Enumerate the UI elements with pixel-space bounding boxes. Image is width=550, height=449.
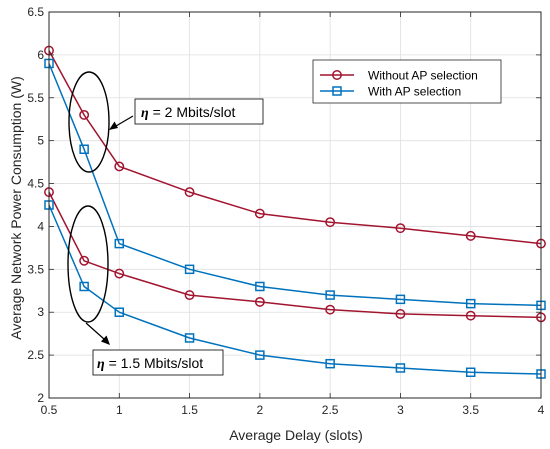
legend-box [312, 59, 502, 104]
data-point-circle [395, 223, 406, 234]
x-tick-label: 0.5 [41, 403, 58, 417]
ellipse-eta-1-5 [67, 205, 109, 323]
y-tick-label: 5 [37, 134, 44, 148]
x-tick-label: 2 [257, 403, 264, 417]
series-line [48, 50, 542, 245]
eta-value-2: = 2 Mbits/slot [149, 104, 236, 120]
data-point-circle [254, 296, 265, 307]
data-point-square [114, 307, 125, 317]
legend-marker-circle [332, 70, 342, 80]
annotation-eta-2: η = 2 Mbits/slot [68, 71, 264, 173]
annotation-box-eta-2 [134, 98, 264, 125]
series-line [48, 63, 542, 307]
legend: Without AP selection With AP selection [312, 59, 502, 104]
series-line [48, 191, 542, 319]
x-tick-label: 1.5 [181, 403, 198, 417]
data-point-square [184, 333, 195, 343]
legend-label-with-ap: With AP selection [368, 85, 461, 99]
eta-value-1-5: = 1.5 Mbits/slot [105, 355, 204, 371]
annotation-text-eta-2: η = 2 Mbits/slot [141, 104, 236, 121]
eta-symbol-1-5: η [97, 357, 105, 372]
data-point-square [465, 367, 476, 378]
annotation-text-eta-1-5: η = 1.5 Mbits/slot [97, 355, 203, 372]
arrow-eta-2-shaft [115, 115, 134, 127]
legend-label-without-ap: Without AP selection [368, 69, 478, 83]
data-point-square [114, 238, 125, 249]
y-axis-label: Average Network Power Consumption (W) [8, 76, 24, 340]
data-point-circle [184, 187, 195, 198]
y-tick-label: 6 [37, 48, 44, 62]
data-point-circle [325, 217, 336, 228]
data-point-circle [79, 255, 90, 266]
series-line [48, 204, 542, 375]
arrow-eta-1-5-shaft [85, 322, 105, 340]
x-tick-label: 3 [397, 403, 404, 417]
x-tick-label: 4 [538, 403, 545, 417]
y-tick-label: 5.5 [27, 91, 44, 105]
y-tick-label: 6.5 [27, 5, 44, 19]
eta-symbol-2: η [141, 106, 149, 121]
x-axis-label: Average Delay (slots) [229, 427, 363, 443]
x-tick-label: 3.5 [462, 403, 479, 417]
data-point-circle [465, 310, 476, 321]
data-point-circle [254, 208, 265, 219]
data-point-square [465, 298, 476, 309]
data-point-square [325, 290, 335, 300]
plot-frame [48, 11, 542, 399]
data-point-square [325, 358, 335, 369]
annotation-box-eta-1-5 [92, 349, 224, 376]
data-point-square [255, 350, 265, 360]
arrow-eta-1-5-head [101, 335, 110, 345]
legend-marker-square [332, 86, 342, 96]
y-tick-label: 3.5 [27, 262, 44, 276]
data-point-square [79, 144, 89, 154]
y-tick-label: 2 [37, 391, 44, 405]
data-point-circle [114, 161, 125, 172]
arrow-eta-2-head [109, 121, 118, 130]
data-point-circle [325, 304, 336, 315]
data-point-circle [395, 308, 406, 319]
x-tick-label: 2.5 [322, 403, 339, 417]
ellipse-eta-2 [68, 71, 110, 173]
y-tick-label: 3 [37, 305, 44, 319]
data-point-square [184, 264, 195, 275]
y-tick-label: 4 [37, 219, 44, 233]
legend-entry-with-ap: With AP selection [320, 85, 461, 99]
data-point-circle [79, 109, 90, 120]
data-point-square [395, 363, 406, 373]
data-point-circle [114, 268, 125, 279]
x-tick-label: 1 [116, 403, 123, 417]
data-point-square [79, 281, 89, 292]
data-point-circle [465, 230, 476, 241]
data-point-square [395, 294, 406, 305]
y-tick-label: 4.5 [27, 177, 44, 191]
data-point-square [255, 281, 265, 292]
legend-entry-without-ap: Without AP selection [320, 69, 478, 83]
tick-layer: 0.5 1 1.5 2 2.5 3 3.5 4 2 2.5 3 3.5 4 4.5 5 5.5 6 6.5 [27, 5, 544, 417]
data-point-circle [184, 290, 195, 301]
annotation-eta-1-5: η = 1.5 Mbits/slot [67, 205, 224, 376]
y-tick-label: 2.5 [27, 348, 44, 362]
